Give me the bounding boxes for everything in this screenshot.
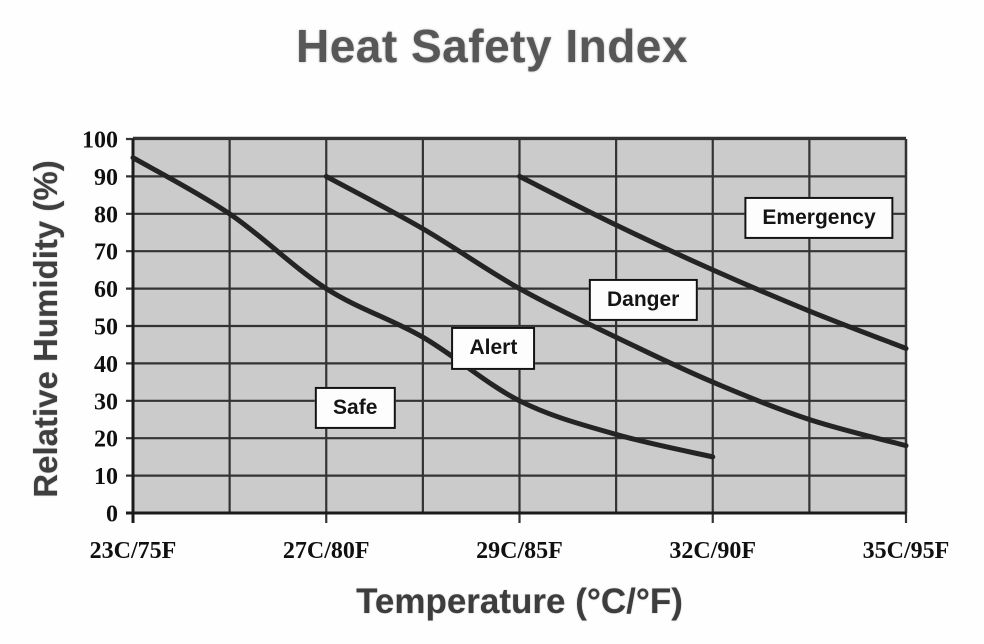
zone-label-alert: Alert [451,327,536,370]
y-tick-label: 60 [94,277,118,303]
y-tick-label: 90 [94,165,118,191]
y-tick-label: 20 [94,427,118,453]
y-tick-label: 100 [82,128,118,154]
y-tick-label: 0 [106,502,118,528]
alert-danger-boundary [323,173,909,449]
danger-emergency-boundary [517,173,909,351]
y-tick-label: 30 [94,389,118,415]
chart-title: Heat Safety Index [296,20,688,72]
zone-label-danger: Danger [588,278,698,321]
y-tick-label: 10 [94,464,118,490]
safe-alert-boundary [130,155,716,460]
zone-label-safe: Safe [315,387,396,430]
x-axis-title: Temperature (°C/°F) [356,582,683,621]
y-tick-label: 40 [94,352,118,378]
x-tick-label: 32C/90F [669,538,756,564]
x-tick-label: 23C/75F [90,538,177,564]
y-tick-label: 50 [94,315,118,341]
y-tick-label: 70 [94,240,118,266]
y-tick-label: 80 [94,202,118,228]
x-tick-label: 27C/80F [283,538,370,564]
x-tick-label: 29C/85F [476,538,563,564]
x-tick-label: 35C/95F [863,538,950,564]
zone-label-emergency: Emergency [744,196,894,239]
